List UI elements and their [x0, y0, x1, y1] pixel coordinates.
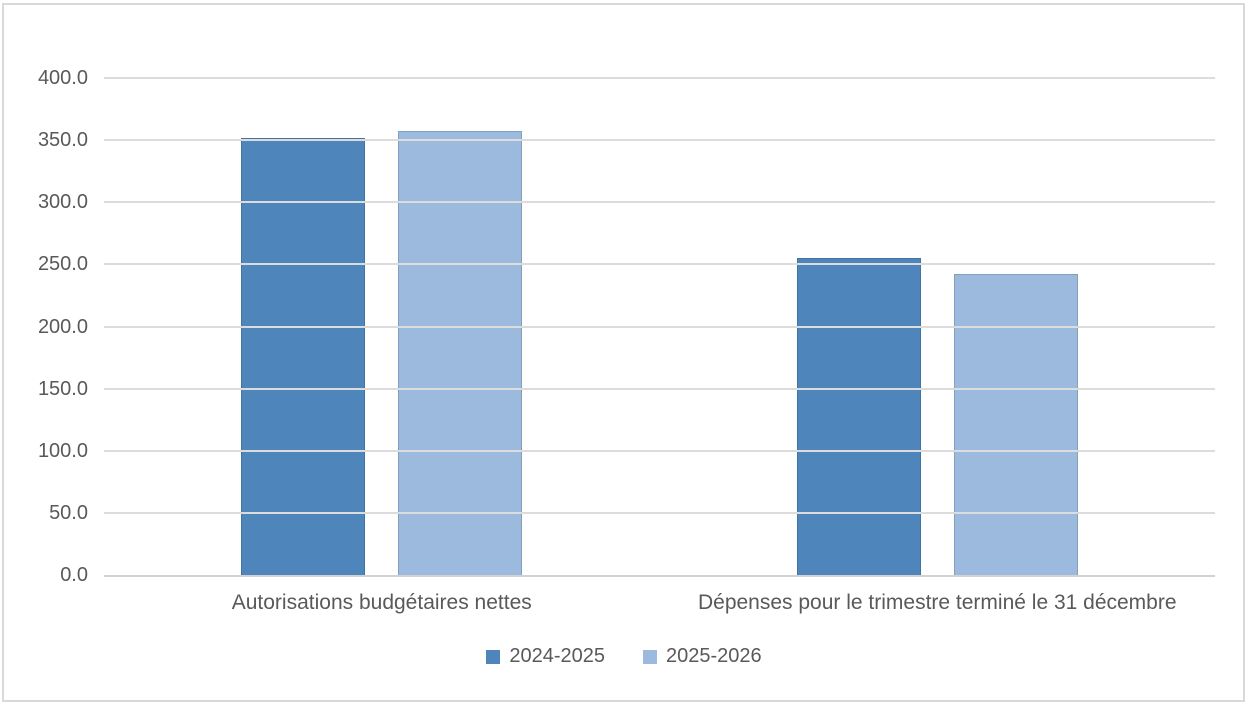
category-label-depenses: Dépenses pour le trimestre terminé le 31… — [697, 591, 1177, 614]
x-axis: Autorisations budgétaires nettes Dépense… — [104, 591, 1215, 615]
gridline — [104, 263, 1215, 266]
legend-item-2024-2025[interactable]: 2024-2025 — [486, 645, 605, 668]
plot-area — [104, 77, 1216, 577]
legend: 2024-2025 2025-2026 — [0, 645, 1248, 668]
gridline — [104, 201, 1215, 204]
legend-label-2024-2025: 2024-2025 — [509, 645, 605, 667]
gridline — [104, 325, 1215, 328]
legend-swatch-2025-2026 — [643, 649, 657, 664]
y-axis-tick-label: 0.0 — [60, 564, 88, 586]
y-axis-tick-label: 150.0 — [37, 377, 88, 400]
y-axis-tick-label: 200.0 — [37, 315, 88, 338]
gridline — [104, 387, 1215, 390]
bar-2025-2026-autorisations[interactable] — [398, 131, 523, 575]
gridline — [104, 139, 1215, 142]
gridline — [104, 511, 1215, 514]
gridline — [104, 77, 1215, 79]
category-label-autorisations: Autorisations budgétaires nettes — [231, 591, 532, 614]
y-axis-tick-label: 400.0 — [37, 67, 88, 89]
legend-item-2025-2026[interactable]: 2025-2026 — [643, 645, 762, 668]
bar-2025-2026-depenses[interactable] — [953, 274, 1078, 575]
y-axis-tick-label: 100.0 — [37, 439, 88, 462]
category-group-autorisations — [104, 78, 660, 575]
y-axis-tick-label: 350.0 — [37, 129, 88, 152]
y-axis-tick-label: 300.0 — [37, 191, 88, 214]
y-axis-tick-label: 250.0 — [37, 253, 88, 276]
legend-label-2025-2026: 2025-2026 — [666, 645, 762, 667]
y-axis-tick-label: 50.0 — [49, 501, 88, 524]
bar-2024-2025-depenses[interactable] — [796, 258, 921, 575]
gridline — [104, 449, 1215, 452]
y-axis: 0.0 50.0 100.0 150.0 200.0 250.0 300.0 350.0 400… — [0, 67, 88, 586]
bar-2024-2025-autorisations[interactable] — [241, 137, 366, 575]
category-group-depenses — [660, 78, 1216, 575]
legend-swatch-2024-2025 — [486, 649, 501, 664]
